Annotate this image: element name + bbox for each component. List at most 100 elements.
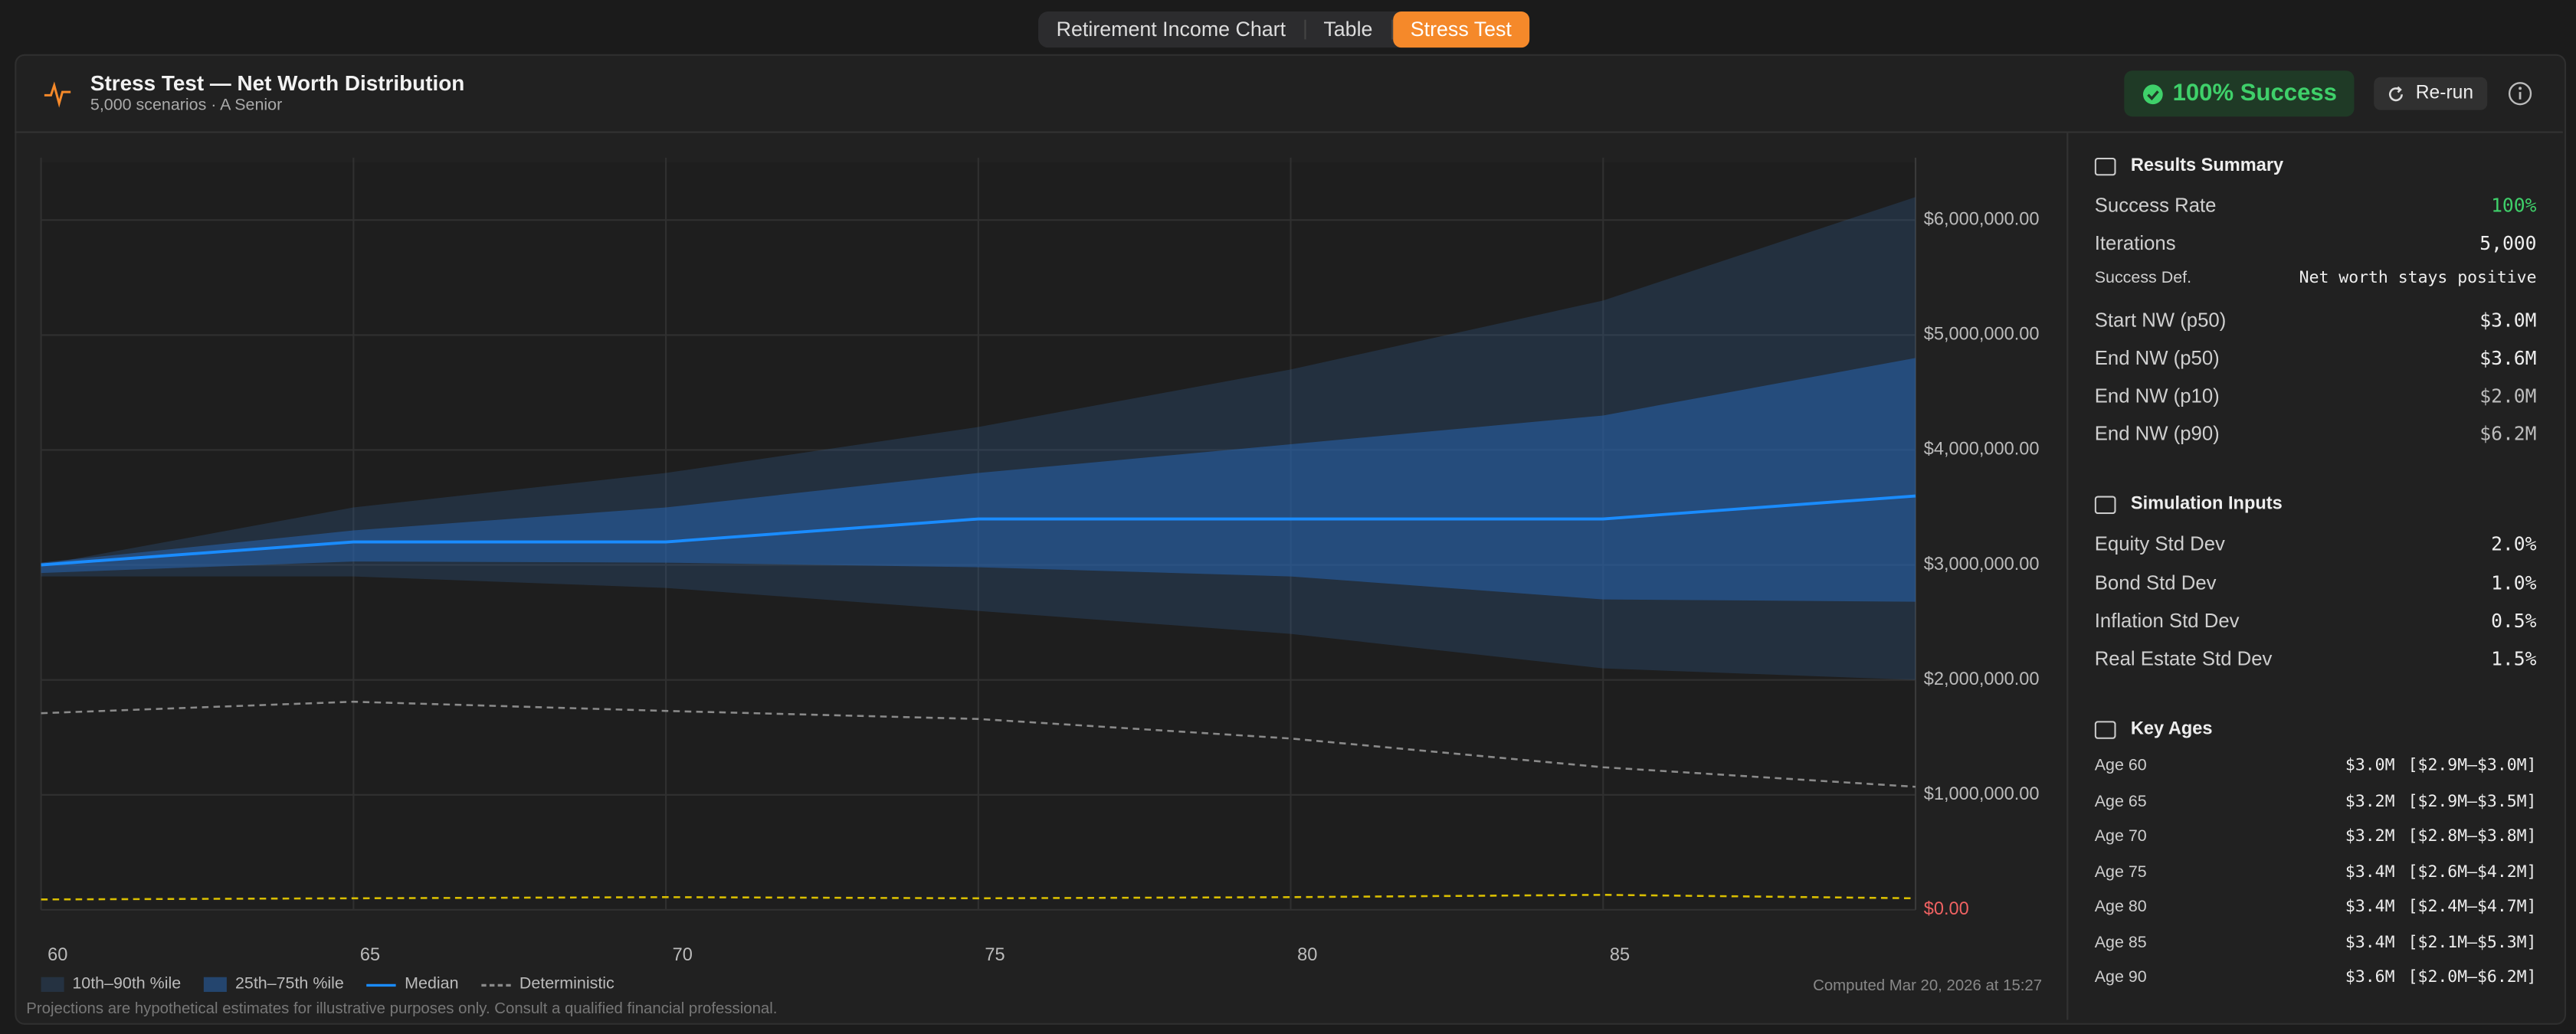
row-range: [$2.4M–$4.7M] [2407,898,2537,917]
row-range: [$2.0M–$6.2M] [2407,969,2537,988]
icon-shape [2094,496,2116,514]
tab-bar: Retirement Income Chart Table Stress Test [1038,11,1530,48]
row-value-group: $2.0M [2479,384,2536,407]
row-label: Start NW (p50) [2094,308,2227,332]
row-value: $3.0M [2479,308,2537,332]
row-value: $3.4M [2345,863,2395,882]
legend-label: Median [405,975,459,994]
summary-row: Age 80 $3.4M [$2.4M–$4.7M] [2095,898,2537,917]
row-value: Net worth stays positive [2299,270,2537,289]
section-title: Key Ages [2094,720,2213,739]
computed-time: Computed Mar 20, 2026 at 15:27 [1813,977,2043,996]
x-tick-label: 80 [1297,944,1317,964]
row-value: $3.4M [2345,898,2395,917]
legend-swatch [41,977,64,993]
row-value-group: $3.0M [2479,308,2536,331]
y-tick-label: $6,000,000.00 [1924,209,2040,229]
row-label: Inflation Std Dev [2094,609,2240,633]
row-value: 1.0% [2491,571,2537,594]
y-tick-label: $1,000,000.00 [1924,784,2040,803]
summary-row: Age 70 $3.2M [$2.8M–$3.8M] [2095,828,2537,846]
section-title: Results Summary [2094,155,2284,176]
row-label: Iterations [2094,231,2176,255]
section-title: Simulation Inputs [2094,495,2283,515]
row-label: Age 65 [2094,792,2147,811]
row-value: $2.0M [2479,384,2537,407]
row-range: [$2.8M–$3.8M] [2407,828,2537,846]
x-tick-label: 75 [985,944,1005,964]
tab-separator [1391,19,1393,40]
row-range: [$2.6M–$4.2M] [2407,863,2537,882]
refresh-icon [2389,85,2404,101]
pulse-icon [44,81,71,108]
row-label: Success Rate [2094,194,2217,218]
icon-shape [2094,720,2116,739]
row-value: $3.6M [2479,345,2537,369]
legend-label: 10th–90th %ile [72,975,182,994]
row-value-group: $3.0M [$2.9M–$3.0M] [2345,758,2537,776]
row-value-group: $3.4M [$2.6M–$4.2M] [2345,863,2537,882]
header: Stress Test — Net Worth Distribution 5,0… [15,54,2563,133]
subtitle: 5,000 scenarios · A Senior [90,97,283,116]
y-tick-label: $3,000,000.00 [1924,554,2040,574]
row-value-group: 5,000 [2479,232,2536,255]
legend-swatch [481,983,512,987]
row-label: Age 70 [2094,828,2147,846]
chart: $0.00 $1,000,000.00 $2,000,000.00 $3,000,00… [40,157,2040,964]
row-value: 1.5% [2491,646,2537,670]
row-label: End NW (p50) [2094,345,2220,369]
disclaimer: Projections are hypothetical estimates f… [26,1000,778,1019]
info-button[interactable] [2507,80,2533,106]
summary-row: Start NW (p50) $3.0M [2095,308,2537,331]
row-value: 100% [2491,194,2537,218]
legend-swatch [366,983,397,987]
row-label: Equity Std Dev [2094,532,2225,556]
row-value-group: $3.6M [2479,346,2536,369]
row-value: 2.0% [2491,532,2537,556]
tab[interactable]: Stress Test [1392,11,1530,48]
row-value-group: Net worth stays positive [2299,270,2537,288]
rerun-button[interactable]: Re-run [2374,77,2488,110]
section-icon [2094,720,2116,739]
row-label: Success Def. [2094,270,2192,289]
title: Stress Test — Net Worth Distribution [90,70,465,96]
row-value-group: 100% [2491,194,2536,217]
row-value: $3.2M [2345,828,2395,846]
side-panel: Results Summary Success Rate 100% Iteration… [2066,133,2565,1020]
series-line [41,894,1916,901]
rerun-label: Re-run [2415,83,2474,104]
summary-row: Iterations 5,000 [2095,232,2537,255]
row-value: $6.2M [2479,422,2537,446]
summary-row: End NW (p10) $2.0M [2095,384,2537,407]
row-label: Age 90 [2094,969,2147,988]
row-value: 0.5% [2491,609,2537,633]
row-value-group: 2.0% [2491,533,2536,556]
x-tick-label: 70 [673,944,693,964]
y-tick-label: $4,000,000.00 [1924,439,2040,459]
section-title-text: Results Summary [2130,155,2284,176]
row-label: End NW (p10) [2094,384,2220,407]
tab[interactable]: Table [1323,18,1373,41]
summary-row: Bond Std Dev 1.0% [2095,571,2537,594]
row-range: [$2.9M–$3.0M] [2407,757,2537,776]
legend-label: Deterministic [519,975,615,994]
summary-row: Age 60 $3.0M [$2.9M–$3.0M] [2095,758,2537,776]
summary-row: End NW (p50) $3.6M [2095,346,2537,369]
y-tick-label: $2,000,000.00 [1924,669,2040,689]
row-value-group: 1.5% [2491,647,2536,670]
success-badge: 100% Success [2124,70,2355,117]
row-value: $3.2M [2345,792,2395,811]
legend-swatch [204,977,228,993]
tab[interactable]: Retirement Income Chart [1056,18,1286,41]
x-tick-label: 60 [48,944,67,964]
summary-row: Age 65 $3.2M [$2.9M–$3.5M] [2095,793,2537,811]
row-label: End NW (p90) [2094,422,2220,446]
row-label: Age 75 [2094,863,2147,882]
row-value: $3.0M [2345,757,2395,776]
row-value: $3.4M [2345,934,2395,952]
summary-row: Age 90 $3.6M [$2.0M–$6.2M] [2095,969,2537,987]
icon-shape [2094,156,2116,175]
row-value-group: 0.5% [2491,609,2536,632]
